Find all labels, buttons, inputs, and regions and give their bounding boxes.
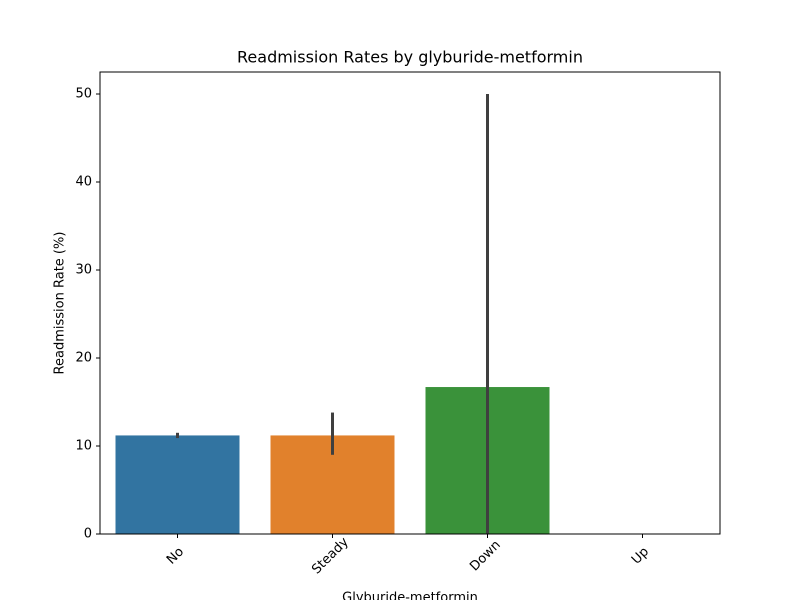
y-tick-label: 10 xyxy=(75,439,92,454)
y-tick-label: 40 xyxy=(75,175,92,190)
y-tick-label: 20 xyxy=(75,351,92,366)
y-tick-label: 50 xyxy=(75,87,92,102)
x-tick-label: Steady xyxy=(309,534,352,577)
chart-title: Readmission Rates by glyburide-metformin xyxy=(237,48,583,67)
y-tick-label: 0 xyxy=(84,527,92,542)
y-tick-label: 30 xyxy=(75,263,92,278)
bar xyxy=(115,435,240,534)
plot-frame xyxy=(99,71,721,535)
x-axis-label: Glyburide-metformin xyxy=(342,591,478,600)
y-axis-label: Readmission Rate (%) xyxy=(53,232,68,375)
x-tick-label: No xyxy=(164,544,187,567)
x-tick-label: Up xyxy=(629,544,652,567)
x-tick-label: Down xyxy=(467,538,504,575)
